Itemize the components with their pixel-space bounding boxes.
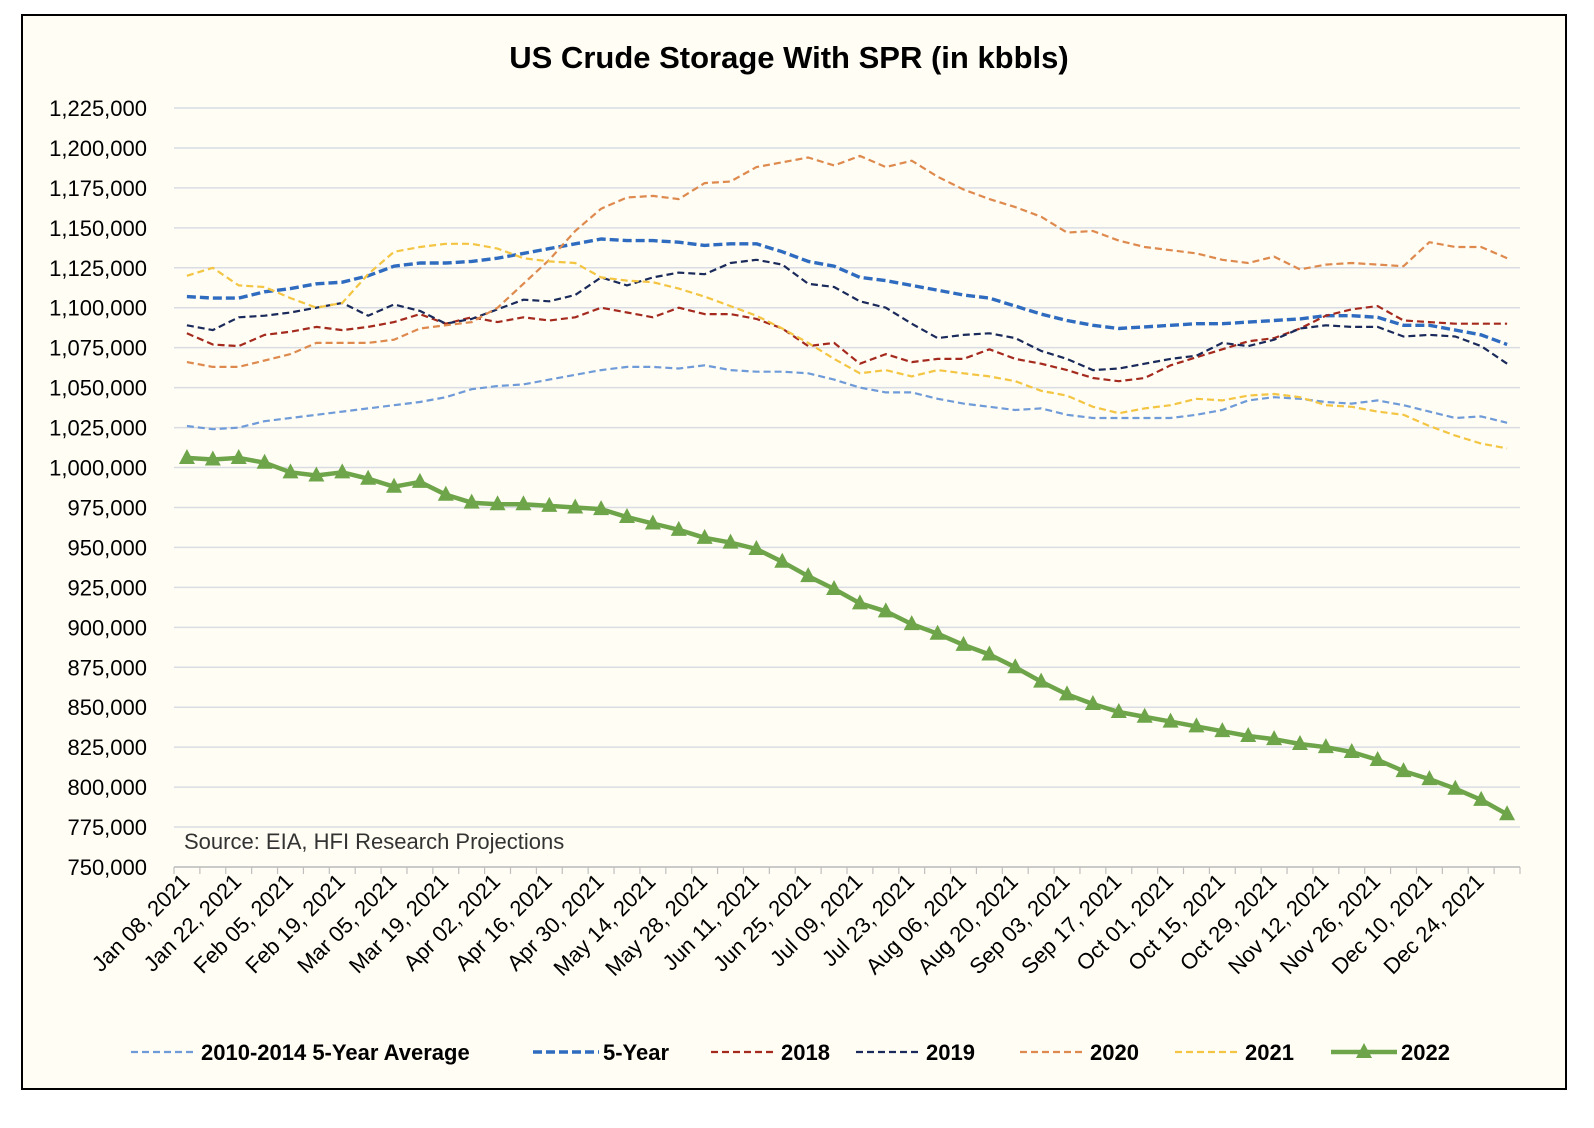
legend-label: 5-Year xyxy=(603,1040,669,1065)
series-line xyxy=(186,305,1508,383)
series-line xyxy=(186,364,1508,431)
data-point-marker xyxy=(1266,730,1283,746)
source-annotation: Source: EIA, HFI Research Projections xyxy=(184,829,564,854)
y-tick-label: 1,175,000 xyxy=(49,176,147,201)
data-point-marker xyxy=(1110,703,1127,719)
data-point-marker xyxy=(1033,672,1050,688)
legend-label: 2022 xyxy=(1401,1040,1450,1065)
y-tick-label: 1,200,000 xyxy=(49,136,147,161)
data-point-marker xyxy=(826,579,843,595)
data-point-marker xyxy=(618,508,635,524)
data-point-marker xyxy=(360,469,377,485)
y-tick-label: 750,000 xyxy=(67,855,147,880)
data-point-marker xyxy=(1291,734,1308,750)
data-point-marker xyxy=(1214,722,1231,738)
y-tick-label: 975,000 xyxy=(67,495,147,520)
data-point-marker xyxy=(1162,712,1179,728)
data-point-marker xyxy=(1188,717,1205,733)
data-point-marker xyxy=(489,495,506,511)
data-point-marker xyxy=(1136,707,1153,723)
data-point-marker xyxy=(800,567,817,583)
data-point-marker xyxy=(877,602,894,618)
data-point-marker xyxy=(1473,790,1490,806)
data-point-marker xyxy=(696,528,713,544)
y-tick-label: 775,000 xyxy=(67,815,147,840)
y-tick-label: 900,000 xyxy=(67,615,147,640)
legend-label: 2020 xyxy=(1090,1040,1139,1065)
chart-title: US Crude Storage With SPR (in kbbls) xyxy=(509,40,1068,75)
data-point-marker xyxy=(722,533,739,549)
data-point-marker xyxy=(644,514,661,530)
y-tick-label: 1,125,000 xyxy=(49,256,147,281)
data-point-marker xyxy=(256,453,273,469)
data-point-marker xyxy=(748,540,765,556)
data-point-marker xyxy=(1369,750,1386,766)
y-tick-label: 850,000 xyxy=(67,695,147,720)
data-point-marker xyxy=(334,463,351,479)
legend-label: 2018 xyxy=(781,1040,830,1065)
data-point-marker xyxy=(204,450,221,466)
data-point-marker xyxy=(567,498,584,514)
data-point-marker xyxy=(1059,685,1076,701)
data-point-marker xyxy=(463,493,480,509)
y-tick-label: 1,150,000 xyxy=(49,216,147,241)
legend-label: 2010-2014 5-Year Average xyxy=(201,1040,470,1065)
y-tick-label: 950,000 xyxy=(67,535,147,560)
data-point-marker xyxy=(1421,770,1438,786)
legend-label: 2019 xyxy=(926,1040,975,1065)
data-point-marker xyxy=(1240,726,1257,742)
y-tick-label: 875,000 xyxy=(67,655,147,680)
legend-label: 2021 xyxy=(1245,1040,1294,1065)
series-line xyxy=(186,242,1508,450)
chart: US Crude Storage With SPR (in kbbls) 750… xyxy=(49,40,1521,1065)
data-point-marker xyxy=(411,472,428,488)
data-point-marker xyxy=(230,448,247,464)
legend-marker xyxy=(1356,1043,1372,1058)
series-line xyxy=(186,237,1508,347)
y-tick-label: 925,000 xyxy=(67,575,147,600)
y-tick-label: 1,100,000 xyxy=(49,296,147,321)
data-point-marker xyxy=(1499,805,1516,821)
data-point-marker xyxy=(178,448,195,464)
chart-frame: US Crude Storage With SPR (in kbbls) 750… xyxy=(21,14,1567,1090)
data-point-marker xyxy=(929,624,946,640)
series-line xyxy=(186,258,1508,372)
data-point-marker xyxy=(1084,695,1101,711)
y-tick-label: 1,225,000 xyxy=(49,96,147,121)
y-tick-label: 1,000,000 xyxy=(49,456,147,481)
data-point-marker xyxy=(1317,738,1334,754)
data-point-marker xyxy=(386,477,403,493)
series-line xyxy=(186,455,1509,817)
data-point-marker xyxy=(1007,658,1024,674)
y-tick-label: 800,000 xyxy=(67,775,147,800)
data-point-marker xyxy=(515,495,532,511)
data-point-marker xyxy=(1447,779,1464,795)
data-point-marker xyxy=(851,594,868,610)
data-point-marker xyxy=(437,485,454,501)
series-line xyxy=(186,154,1508,368)
y-tick-label: 1,050,000 xyxy=(49,376,147,401)
data-point-marker xyxy=(1395,762,1412,778)
data-point-marker xyxy=(282,463,299,479)
data-point-marker xyxy=(955,635,972,651)
y-tick-label: 825,000 xyxy=(67,735,147,760)
y-tick-label: 1,025,000 xyxy=(49,416,147,441)
data-point-marker xyxy=(541,496,558,512)
data-point-marker xyxy=(903,615,920,631)
data-point-marker xyxy=(593,500,610,516)
data-point-marker xyxy=(774,552,791,568)
y-tick-label: 1,075,000 xyxy=(49,336,147,361)
data-point-marker xyxy=(981,645,998,661)
data-point-marker xyxy=(1343,742,1360,758)
data-point-marker xyxy=(308,466,325,482)
data-point-marker xyxy=(670,520,687,536)
